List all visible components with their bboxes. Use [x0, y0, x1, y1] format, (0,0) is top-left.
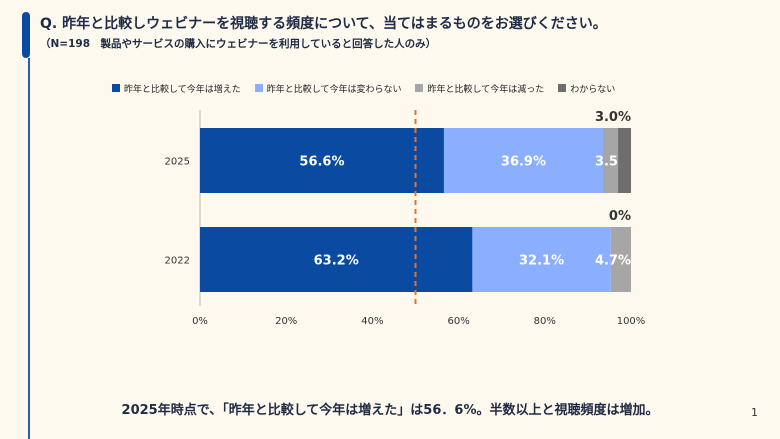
bar-decreased-2025 [602, 128, 619, 193]
legend-swatch-unchanged [254, 84, 263, 92]
left-accent-line [28, 58, 30, 439]
data-label-unchanged-2022: 32.1% [519, 254, 564, 269]
page-number: 1 [751, 406, 758, 419]
legend-item-unknown: わからない [558, 82, 615, 95]
data-label-unknown-2022: 0% [609, 209, 631, 224]
bar-unchanged-2022 [472, 227, 611, 292]
x-tick-label-5: 100% [617, 316, 646, 327]
bar-increased-2025 [200, 128, 444, 193]
legend-item-decreased: 昨年と比較して今年は減った [415, 82, 544, 95]
data-label-increased-2022: 63.2% [314, 254, 359, 269]
page-subtitle: （N=198 製品やサービスの購入にウェビナーを利用していると回答した人のみ） [40, 38, 437, 50]
legend-swatch-unknown [558, 84, 567, 92]
data-label-unchanged-2025: 36.9% [501, 155, 546, 170]
x-tick-label-3: 60% [447, 316, 469, 327]
category-label-2022: 2022 [165, 256, 190, 267]
x-tick-label-1: 20% [275, 316, 297, 327]
legend-item-unchanged: 昨年と比較して今年は変わらない [254, 82, 402, 95]
data-label-increased-2025: 56.6% [299, 155, 344, 170]
bar-increased-2022 [200, 227, 473, 292]
data-label-decreased-2022: 4.7% [595, 254, 631, 269]
legend-label-decreased: 昨年と比較して今年は減った [427, 84, 545, 95]
legend-item-increased: 昨年と比較して今年は増えた [112, 82, 241, 95]
x-tick-label-4: 80% [534, 316, 556, 327]
bar-unknown-2025 [618, 128, 631, 193]
bar-unchanged-2025 [443, 128, 603, 193]
chart-legend: 昨年と比較して今年は増えた 昨年と比較して今年は変わらない 昨年と比較して今年は… [112, 81, 629, 95]
data-label-unknown-2025: 3.0% [595, 110, 631, 125]
category-label-2025: 2025 [165, 157, 190, 168]
legend-label-unchanged: 昨年と比較して今年は変わらない [266, 84, 402, 95]
x-tick-label-2: 40% [361, 316, 383, 327]
x-tick-label-0: 0% [192, 316, 208, 327]
legend-label-increased: 昨年と比較して今年は増えた [124, 84, 241, 95]
legend-label-unknown: わからない [570, 84, 616, 95]
bar-decreased-2022 [610, 227, 631, 292]
legend-swatch-decreased [415, 84, 424, 92]
summary-text: 2025年時点で、「昨年と比較して今年は増えた」は56．6%。半数以上と視聴頻度… [121, 403, 659, 418]
title-accent-bar [22, 12, 30, 58]
page-title: Q. 昨年と比較しウェビナーを視聴する頻度について、当てはまるものをお選びくださ… [40, 16, 607, 32]
legend-swatch-increased [112, 84, 120, 92]
